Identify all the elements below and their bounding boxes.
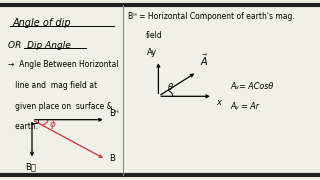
Text: Angle of dip: Angle of dip (13, 18, 71, 28)
Text: Bᴴ = Horizontal Component of earth's mag.: Bᴴ = Horizontal Component of earth's mag… (128, 12, 295, 21)
Text: given place on  surface &: given place on surface & (8, 102, 113, 111)
Text: Bᴴ: Bᴴ (109, 109, 118, 118)
Text: Bᵜ: Bᵜ (25, 162, 36, 171)
Text: Ay: Ay (147, 48, 157, 57)
Text: OR  Dip Angle: OR Dip Angle (8, 40, 71, 50)
Text: x: x (216, 98, 221, 107)
Text: ϕ: ϕ (50, 120, 56, 129)
Text: line and  mag field at: line and mag field at (8, 81, 97, 90)
Text: →  Angle Between Horizontal: → Angle Between Horizontal (8, 60, 119, 69)
Text: $\vec{A}$: $\vec{A}$ (200, 52, 209, 68)
Text: field: field (146, 31, 162, 40)
Text: B: B (109, 154, 115, 163)
Text: Aᵧ = Ar: Aᵧ = Ar (230, 102, 260, 111)
Text: earth.: earth. (8, 122, 38, 131)
Text: Aₓ= ACosθ: Aₓ= ACosθ (230, 82, 274, 91)
Text: θ: θ (168, 83, 173, 92)
